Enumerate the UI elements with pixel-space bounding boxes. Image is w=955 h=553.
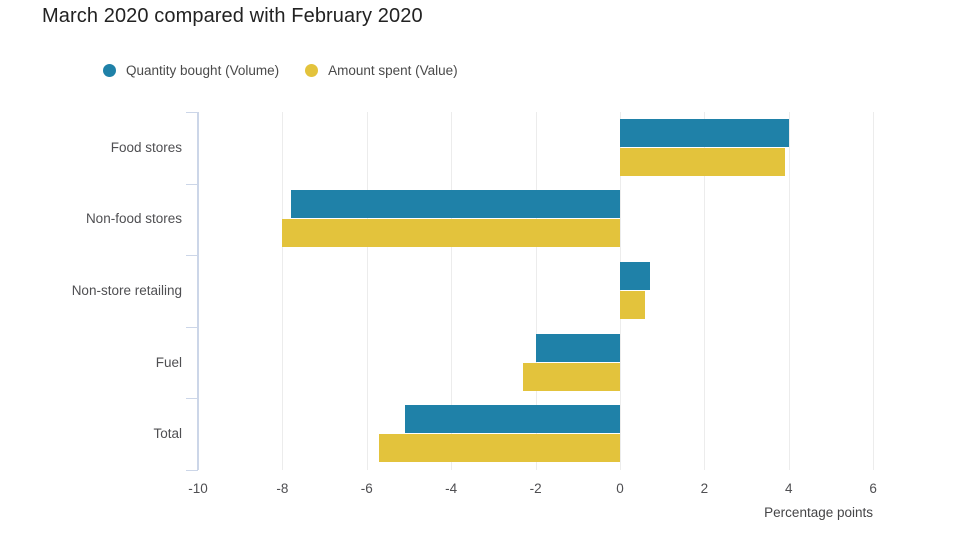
x-axis-title: Percentage points <box>764 505 873 520</box>
bar-value-0[interactable] <box>620 147 785 176</box>
bar-volume-4[interactable] <box>404 405 620 434</box>
bar-value-2[interactable] <box>620 291 646 319</box>
y-axis-tick <box>186 255 198 257</box>
x-tick-label: 0 <box>616 481 624 496</box>
x-tick-label: 4 <box>785 481 793 496</box>
category-label: Food stores <box>110 139 182 155</box>
gridline <box>451 112 453 470</box>
bar-volume-2[interactable] <box>620 262 650 290</box>
gridline <box>282 112 284 470</box>
x-tick-label: -8 <box>276 481 289 496</box>
category-label: Total <box>153 426 182 442</box>
legend: Quantity bought (Volume) Amount spent (V… <box>103 63 458 78</box>
legend-swatch-value-icon <box>305 64 319 77</box>
legend-item-value[interactable]: Amount spent (Value) <box>305 63 458 78</box>
gridline <box>788 112 790 470</box>
bar-volume-3[interactable] <box>535 333 620 362</box>
x-tick-label: -6 <box>360 481 373 496</box>
legend-item-volume[interactable]: Quantity bought (Volume) <box>103 63 279 78</box>
x-tick-label: -4 <box>445 481 458 496</box>
y-axis-tick <box>186 112 198 113</box>
bar-value-1[interactable] <box>282 219 620 248</box>
y-axis-line <box>197 112 199 470</box>
x-tick-label: 6 <box>869 481 877 496</box>
bar-value-3[interactable] <box>522 362 620 391</box>
legend-label-volume: Quantity bought (Volume) <box>126 63 280 78</box>
bar-volume-1[interactable] <box>290 190 620 219</box>
gridline <box>873 112 875 470</box>
x-tick-label: -10 <box>188 481 208 496</box>
gridline <box>704 112 706 470</box>
x-tick-label: 2 <box>700 481 709 496</box>
legend-swatch-volume-icon <box>103 64 116 77</box>
gridline <box>366 112 368 470</box>
bar-volume-0[interactable] <box>620 118 789 147</box>
chart-title: March 2020 compared with February 2020 <box>42 5 423 27</box>
category-label: Fuel <box>155 354 182 370</box>
category-label: Non-food stores <box>85 211 182 227</box>
y-axis-tick <box>186 398 198 400</box>
gridline <box>535 112 537 470</box>
x-tick-label: -2 <box>529 481 542 496</box>
bar-value-4[interactable] <box>379 434 620 463</box>
y-axis-tick <box>186 326 198 328</box>
y-axis-tick <box>186 470 198 471</box>
category-label: Non-store retailing <box>71 283 182 298</box>
legend-label-value: Amount spent (Value) <box>328 63 458 78</box>
y-axis-tick <box>186 183 198 185</box>
